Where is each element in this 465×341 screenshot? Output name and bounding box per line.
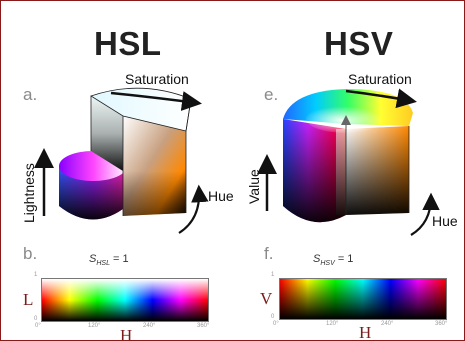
hsl-y-tick-bottom: 0	[34, 316, 38, 322]
hsv-strip-h-label: H	[359, 323, 372, 341]
hsv-y-tick-top: 1	[271, 272, 275, 278]
panel-label-f: f.	[264, 244, 274, 263]
hsv-strip-v-label: V	[260, 289, 273, 308]
hsv-cylinder	[257, 88, 440, 236]
panel-label-a: a.	[23, 85, 38, 104]
s-symbol: S	[313, 253, 321, 265]
hsv-hue-label: Hue	[432, 213, 458, 229]
hsl-saturation-label: Saturation	[125, 71, 189, 87]
hsv-color-strip	[279, 278, 447, 320]
hsv-title: HSV	[324, 25, 394, 62]
hsv-y-tick-bottom: 0	[271, 314, 275, 320]
panel-label-b: b.	[23, 244, 38, 263]
hsl-y-tick-top: 1	[34, 272, 38, 278]
hsl-lightness-label: Lightness	[21, 163, 37, 223]
hsl-x-tick: 120°	[88, 323, 101, 329]
hsl-strip-h-label: H	[120, 326, 133, 341]
hsv-x-tick: 0°	[273, 321, 279, 327]
hsl-saturation-condition: SHSL = 1	[89, 253, 129, 267]
hsl-strip-l-label: L	[23, 290, 34, 309]
hsl-x-tick: 0°	[35, 323, 41, 329]
hsv-saturation-label: Saturation	[348, 71, 412, 87]
hsv-strip-value-layer	[280, 279, 446, 319]
hsv-x-tick: 120°	[326, 321, 339, 327]
s-symbol: S	[89, 253, 97, 265]
s-equals: = 1	[113, 253, 129, 265]
s-subscript: HSV	[320, 260, 335, 268]
hsl-cylinder	[34, 87, 209, 234]
hsl-title: HSL	[94, 25, 162, 62]
hsv-saturation-condition: SHSV = 1	[313, 253, 353, 267]
hsv-x-tick: 360°	[435, 321, 448, 327]
hsl-hue-label: Hue	[208, 188, 234, 204]
hsv-value-label: Value	[246, 169, 262, 204]
panel-label-e: e.	[264, 85, 279, 104]
s-equals: = 1	[337, 253, 354, 265]
hsl-color-strip	[41, 278, 209, 322]
hsl-x-tick: 360°	[197, 323, 210, 329]
s-subscript: HSL	[96, 260, 110, 268]
hsv-x-tick: 240°	[381, 321, 394, 327]
hsl-x-tick: 240°	[143, 323, 156, 329]
hsl-strip-lightness-layer	[42, 279, 208, 321]
